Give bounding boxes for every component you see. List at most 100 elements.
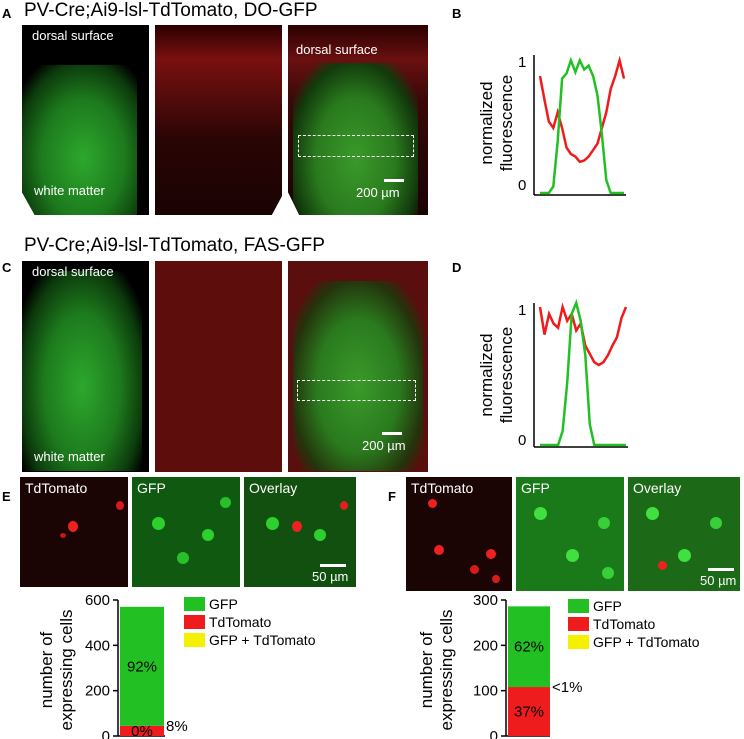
chart-f-legend-overlap: GFP + TdTomato [568, 634, 699, 650]
cell-marker [202, 529, 214, 541]
plot-b-ylabel-line2: fluorescence [497, 75, 516, 171]
chart-e: number of expressing cells 0 200 400 600 0%… [40, 592, 188, 739]
white-matter-label: white matter [34, 449, 105, 464]
legend-label: TdTomato [593, 616, 656, 632]
cell-marker [60, 533, 66, 538]
cell-marker [534, 507, 547, 520]
micro-e-label-overlay: Overlay [249, 480, 298, 496]
cell-marker [220, 497, 231, 508]
micro-e-label-tdtomato: TdTomato [25, 480, 88, 496]
swatch-icon [568, 617, 589, 631]
bar-side-label: 8% [166, 718, 188, 735]
cell-marker [292, 521, 302, 532]
chart-f-legend-tdtomato: TdTomato [568, 616, 655, 632]
cell-marker [678, 549, 691, 562]
scale-bar [708, 568, 734, 571]
micro-f-label-tdtomato: TdTomato [411, 480, 474, 496]
chart-f-ylabel-line2: expressing cells [437, 610, 456, 731]
cell-marker [152, 517, 165, 530]
bar-segment-tdtomato [120, 725, 164, 736]
plot-d-ytick-0: 0 [518, 432, 526, 449]
plot-b-tdtomato-line [538, 55, 626, 164]
plot-b-ytick-1: 1 [518, 54, 526, 71]
dorsal-surface-label: dorsal surface [296, 42, 378, 57]
chart-e-ylabel-line1: number of [40, 631, 56, 708]
image-c-overlay: 200 µm [288, 261, 428, 472]
bar-segment-label: 0% [131, 723, 153, 739]
y-tick-label: 100 [473, 683, 498, 700]
plot-d-gfp-line [540, 298, 626, 447]
overlay-expression-region [293, 63, 418, 215]
y-tick-label: 0 [102, 728, 110, 739]
chart-e-legend-overlap: GFP + TdTomato [184, 632, 315, 648]
bar-segment-label: 62% [514, 639, 544, 656]
panel-label-e: E [2, 489, 11, 504]
legend-label: GFP [209, 596, 238, 612]
cell-marker [486, 549, 496, 559]
bar-segment-label: 37% [514, 704, 544, 721]
scale-bar [320, 564, 346, 567]
plot-d: normalized fluorescence 1 0 [477, 298, 628, 449]
chart-f-legend-gfp: GFP [568, 598, 622, 614]
swatch-icon [184, 615, 205, 629]
panel-label-b: B [452, 6, 462, 21]
micro-f-label-overlay: Overlay [633, 480, 682, 496]
micro-f-gfp: GFP [516, 477, 624, 591]
cell-marker [566, 549, 579, 562]
y-tick-label: 200 [473, 637, 498, 654]
micro-f-tdtomato: TdTomato [406, 477, 512, 591]
chart-e-legend-tdtomato: TdTomato [184, 614, 271, 630]
cell-marker [68, 521, 78, 532]
cell-marker [492, 575, 500, 583]
micro-e-label-gfp: GFP [137, 480, 166, 496]
cell-marker [598, 517, 610, 529]
y-tick-label: 0 [490, 728, 498, 739]
image-c-gfp: dorsal surface white matter [22, 261, 149, 472]
plot-d-ylabel-line1: normalized [477, 333, 496, 416]
overlay-expression-region [293, 281, 423, 471]
micro-e-tdtomato: TdTomato [20, 477, 128, 587]
legend-label: GFP + TdTomato [593, 634, 700, 650]
panel-label-c: C [2, 260, 12, 275]
scale-bar-label: 200 µm [362, 438, 406, 453]
cell-marker [434, 545, 444, 555]
swatch-icon [568, 635, 589, 649]
bar-segment-tdtomato [508, 687, 550, 736]
row-c-title: PV-Cre;Ai9-lsl-TdTomato, FAS-GFP [24, 235, 325, 256]
swatch-icon [184, 597, 205, 611]
roi-box [298, 135, 414, 157]
bar-segment-gfp [120, 606, 164, 726]
chart-f-ylabel-line1: number of [420, 631, 436, 708]
micro-e-gfp: GFP [132, 477, 240, 587]
bar-side-label: <1% [552, 679, 582, 696]
panel-label-d: D [452, 260, 462, 275]
dorsal-surface-label: dorsal surface [32, 264, 114, 279]
plot-d-ylabel-line2: fluorescence [497, 327, 516, 423]
micro-f-label-gfp: GFP [521, 480, 550, 496]
roi-box [297, 380, 416, 401]
plot-b-ylabel-line1: normalized [477, 81, 496, 164]
plot-d-ytick-1: 1 [518, 302, 526, 319]
cell-marker [116, 501, 124, 510]
cell-marker [602, 567, 614, 579]
image-a-gfp: dorsal surface white matter [22, 25, 149, 215]
cell-marker [646, 507, 659, 520]
bar-segment-gfp [508, 606, 550, 688]
micro-f-overlay: Overlay 50 µm [628, 477, 740, 591]
plot-b-ytick-0: 0 [518, 177, 526, 194]
y-tick-label: 400 [85, 637, 110, 654]
bar-segment-label: 92% [127, 658, 157, 675]
cell-marker [710, 517, 722, 529]
gfp-expression-region [22, 271, 142, 471]
white-matter-label: white matter [34, 183, 105, 198]
legend-label: GFP [593, 598, 622, 614]
cell-marker [266, 517, 279, 530]
chart-f: number of expressing cells 0 100 200 300 37… [420, 592, 582, 739]
panel-label-a: A [2, 6, 12, 21]
swatch-icon [568, 599, 589, 613]
y-tick-label: 600 [85, 592, 110, 609]
scale-bar-label: 50 µm [312, 569, 349, 584]
plot-b-gfp-line [540, 56, 624, 195]
scale-bar-label: 200 µm [356, 185, 400, 200]
chart-e-ylabel-line2: expressing cells [57, 610, 76, 731]
